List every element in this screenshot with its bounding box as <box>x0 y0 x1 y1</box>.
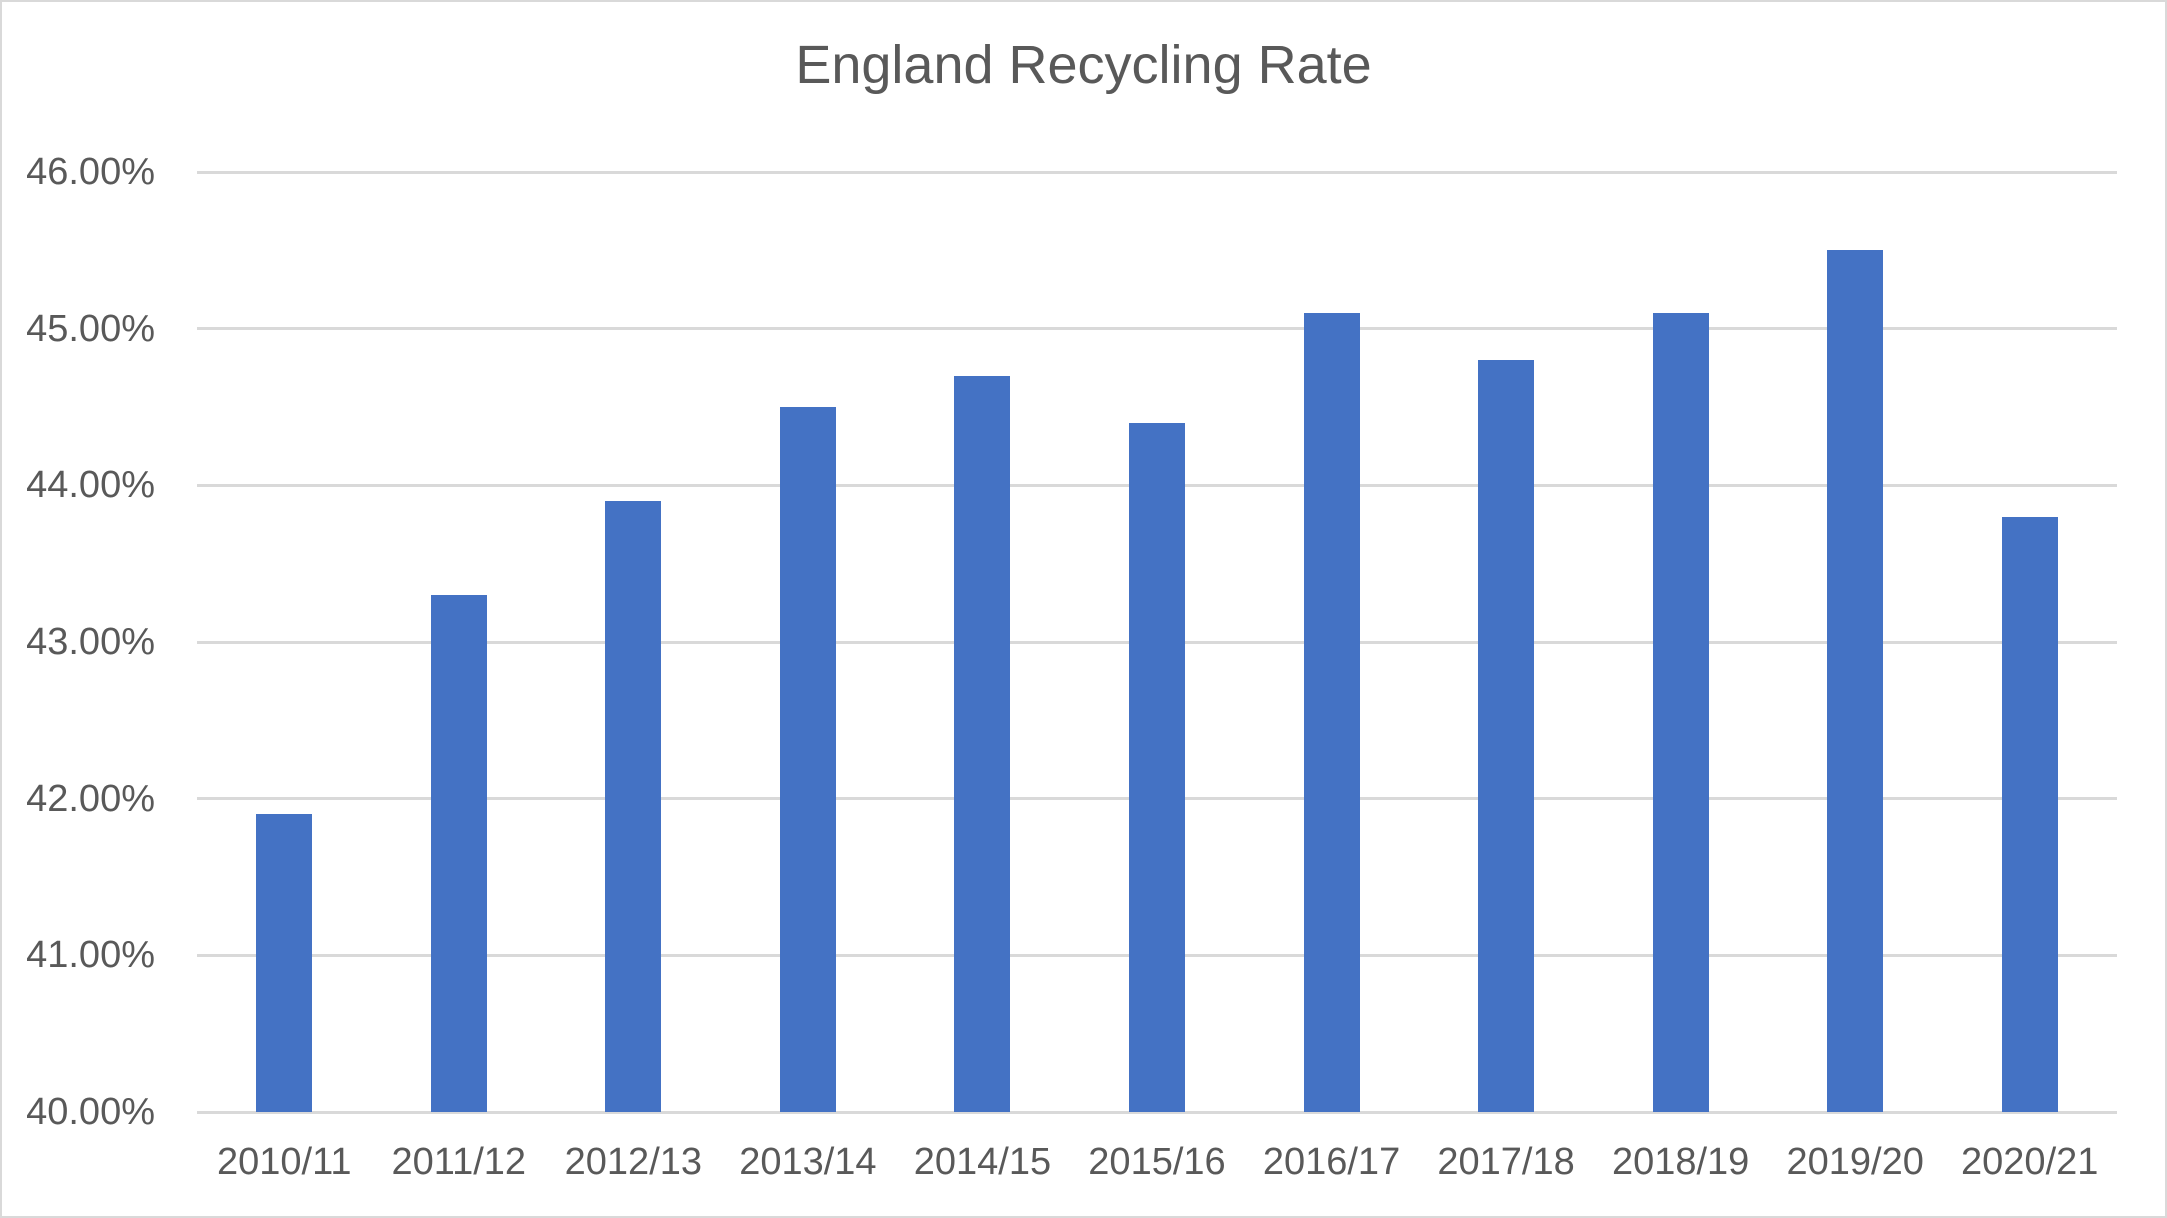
bar <box>1129 422 1185 1112</box>
bar <box>256 814 313 1112</box>
chart-title: England Recycling Rate <box>795 35 1372 95</box>
x-axis-line <box>197 1110 2117 1114</box>
x-axis-label: 2013/14 <box>739 1141 877 1183</box>
bar <box>2001 516 2058 1112</box>
y-axis-label: 46.00% <box>26 151 155 193</box>
bar <box>1478 360 1535 1112</box>
x-axis-label: 2016/17 <box>1262 1141 1401 1183</box>
y-axis-label: 44.00% <box>26 464 155 507</box>
y-axis-label: 42.00% <box>26 777 155 820</box>
x-axis-label: 2019/20 <box>1786 1141 1924 1183</box>
y-axis-label: 43.00% <box>26 621 155 663</box>
bar <box>954 375 1011 1112</box>
x-axis-label: 2017/18 <box>1437 1141 1575 1183</box>
bar <box>1652 313 1709 1112</box>
x-axis-label: 2010/11 <box>216 1141 352 1183</box>
bar <box>779 407 836 1112</box>
x-axis-label: 2015/16 <box>1088 1141 1226 1183</box>
bar <box>430 595 487 1112</box>
y-axis-label: 45.00% <box>26 307 155 350</box>
y-axis-label: 40.00% <box>26 1091 155 1133</box>
bar <box>605 501 662 1112</box>
bar <box>1303 313 1360 1112</box>
gridline <box>197 170 2117 174</box>
y-axis-label: 41.00% <box>26 934 155 977</box>
x-axis-label: 2012/13 <box>564 1141 703 1183</box>
x-axis-label: 2020/21 <box>1961 1141 2099 1183</box>
bar <box>1827 250 1884 1112</box>
x-axis-label: 2014/15 <box>913 1141 1052 1183</box>
x-axis-label: 2011/12 <box>391 1141 527 1183</box>
x-axis-label: 2018/19 <box>1611 1141 1750 1183</box>
gridline <box>197 327 2117 331</box>
